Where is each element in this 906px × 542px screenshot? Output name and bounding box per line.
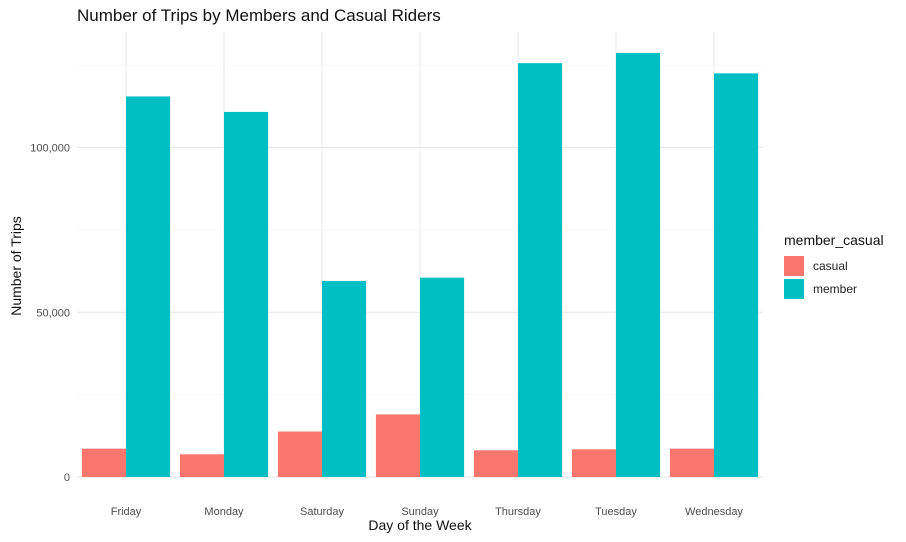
legend-label-member: member	[813, 281, 858, 296]
bar-casual-sunday	[375, 414, 420, 477]
legend-title: member_casual	[784, 232, 884, 248]
x-tick-label: Sunday	[401, 506, 439, 518]
bar-member-saturday	[322, 280, 367, 477]
y-axis-ticks: 0 50,000 100,000	[30, 143, 70, 485]
legend-swatch-member	[784, 278, 804, 299]
legend-swatch-casual	[784, 255, 804, 276]
y-tick-label: 0	[64, 472, 70, 484]
x-axis-label: Day of the Week	[368, 517, 472, 533]
legend-item-casual: casual	[784, 254, 884, 277]
bar-casual-friday	[81, 448, 126, 477]
bar-member-monday	[224, 111, 269, 477]
x-tick-label: Thursday	[495, 506, 541, 518]
x-tick-label: Friday	[111, 506, 142, 518]
bar-member-tuesday	[616, 52, 661, 477]
bar-casual-monday	[179, 454, 224, 477]
chart-title: Number of Trips by Members and Casual Ri…	[77, 6, 441, 25]
y-axis-label: Number of Trips	[8, 216, 24, 316]
y-tick-label: 50,000	[36, 307, 70, 319]
x-tick-label: Saturday	[300, 506, 345, 518]
x-tick-label: Monday	[204, 506, 244, 518]
bar-casual-saturday	[277, 431, 322, 477]
bar-casual-thursday	[473, 450, 518, 477]
x-tick-label: Wednesday	[685, 506, 743, 518]
bar-member-sunday	[420, 277, 465, 477]
bar-member-wednesday	[714, 73, 759, 478]
x-axis-ticks: Friday Monday Saturday Sunday Thursday Tuesda…	[111, 506, 744, 518]
legend: member_casual casual member	[784, 232, 884, 300]
bar-casual-wednesday	[669, 448, 714, 477]
bar-casual-tuesday	[571, 449, 616, 477]
y-tick-label: 100,000	[30, 143, 70, 155]
x-tick-label: Tuesday	[595, 506, 637, 518]
legend-item-member: member	[784, 277, 884, 300]
legend-label-casual: casual	[813, 258, 848, 273]
bar-member-thursday	[518, 63, 563, 477]
bars	[81, 52, 759, 478]
bar-member-friday	[126, 96, 171, 478]
